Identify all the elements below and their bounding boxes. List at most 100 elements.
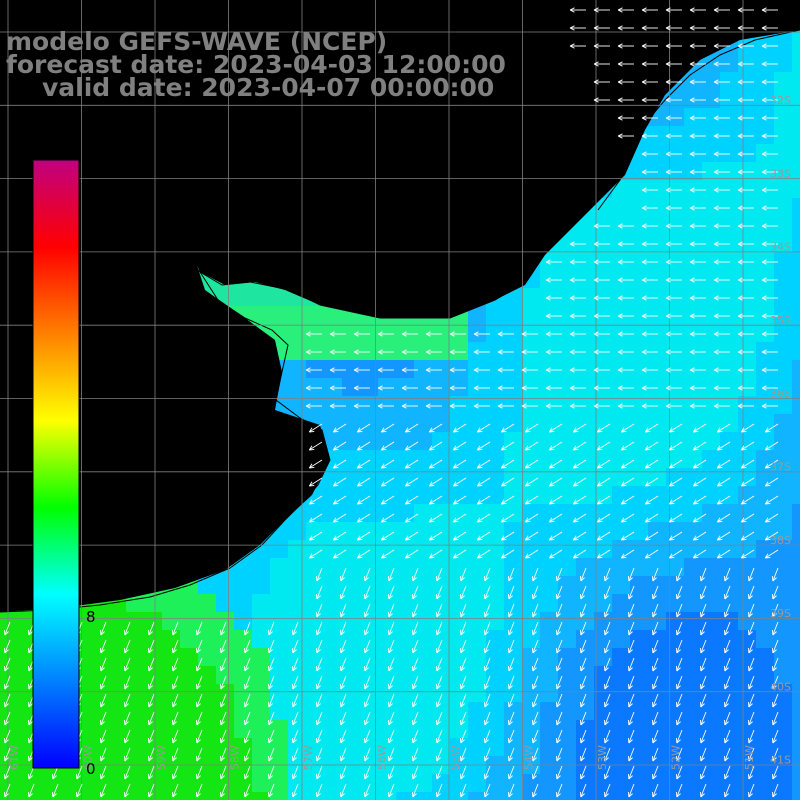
wind-arrow [569, 241, 586, 247]
wind-arrow [569, 25, 586, 31]
wind-arrow [364, 567, 371, 582]
wind-arrow [316, 639, 323, 654]
wind-arrow [628, 585, 635, 600]
wind-arrow [100, 783, 107, 798]
wind-arrow [692, 423, 707, 433]
wind-arrow [761, 385, 778, 391]
wind-arrow [761, 169, 778, 175]
wind-arrow [737, 295, 754, 301]
wind-arrow [220, 657, 227, 672]
wind-arrow [377, 349, 394, 355]
wind-arrow [689, 79, 706, 85]
wind-arrow [329, 385, 346, 391]
wind-arrow [713, 7, 730, 13]
wind-arrow [713, 349, 730, 355]
wind-arrow [772, 585, 779, 600]
wind-arrow [76, 783, 83, 798]
wind-arrow [700, 765, 707, 780]
wind-arrow [308, 531, 323, 541]
wind-arrow [641, 277, 658, 283]
wind-arrow [460, 621, 467, 636]
wind-arrow [340, 621, 347, 636]
wind-arrow [628, 711, 635, 726]
wind-arrow [476, 477, 491, 487]
wind-arrow [364, 675, 371, 690]
wind-arrow [380, 423, 395, 433]
wind-arrow [761, 79, 778, 85]
wind-arrow [425, 385, 442, 391]
wind-arrow [500, 477, 515, 487]
wind-arrow [641, 97, 658, 103]
lat-label: 36S [770, 387, 791, 400]
wind-arrow [548, 459, 563, 469]
wind-arrows [4, 7, 779, 798]
wind-arrow [124, 711, 131, 726]
wind-arrow [316, 729, 323, 744]
wind-arrow [580, 711, 587, 726]
wind-arrow [428, 441, 443, 451]
wind-arrow [641, 313, 658, 319]
wind-arrow [569, 367, 586, 373]
wind-arrow [292, 711, 299, 726]
land-mask [0, 0, 800, 612]
wind-arrow [604, 765, 611, 780]
wind-arrow [364, 603, 371, 618]
wind-arrow [500, 531, 515, 541]
wind-arrow [364, 585, 371, 600]
wind-arrow [628, 729, 635, 744]
wind-arrow [641, 331, 658, 337]
wind-arrow [665, 331, 682, 337]
wind-arrow [604, 585, 611, 600]
wind-arrow [524, 459, 539, 469]
wind-arrow [388, 711, 395, 726]
wind-arrow [404, 513, 419, 523]
wind-arrow [580, 639, 587, 654]
wind-arrow [428, 531, 443, 541]
wind-arrow [689, 151, 706, 157]
wind-arrow [593, 403, 610, 409]
wind-arrow [412, 567, 419, 582]
wind-arrow [641, 115, 658, 121]
wind-arrow [604, 783, 611, 798]
wind-arrow [244, 693, 251, 708]
wind-arrow [604, 693, 611, 708]
wind-arrow [316, 603, 323, 618]
wind-arrow [617, 97, 634, 103]
wind-arrow [676, 639, 683, 654]
wind-arrow [124, 783, 131, 798]
wind-arrow [100, 675, 107, 690]
wind-arrow [316, 765, 323, 780]
wind-arrow [436, 603, 443, 618]
wind-arrow [340, 603, 347, 618]
wind-arrow [268, 747, 275, 762]
wind-arrow [305, 367, 322, 373]
wind-arrow [556, 675, 563, 690]
wind-arrow [593, 277, 610, 283]
wind-arrow [545, 277, 562, 283]
wind-arrow [548, 477, 563, 487]
wind-arrow [748, 711, 755, 726]
wind-arrow [377, 367, 394, 373]
wind-arrow [572, 441, 587, 451]
wind-arrow [628, 675, 635, 690]
wind-arrow [665, 259, 682, 265]
wind-arrow [220, 747, 227, 762]
wind-arrow [497, 367, 514, 373]
wind-arrow [628, 747, 635, 762]
wind-arrow [404, 423, 419, 433]
wind-arrow [740, 513, 755, 523]
wind-arrow [665, 151, 682, 157]
wind-arrow [476, 459, 491, 469]
wind-arrow [737, 331, 754, 337]
wind-arrow [196, 765, 203, 780]
wind-arrow [548, 513, 563, 523]
wind-arrow [668, 477, 683, 487]
wind-arrow [641, 7, 658, 13]
wind-arrow [689, 403, 706, 409]
wind-arrow [473, 331, 490, 337]
wind-arrow [460, 783, 467, 798]
wind-arrow [689, 223, 706, 229]
wind-arrow [460, 639, 467, 654]
wind-arrow [524, 495, 539, 505]
